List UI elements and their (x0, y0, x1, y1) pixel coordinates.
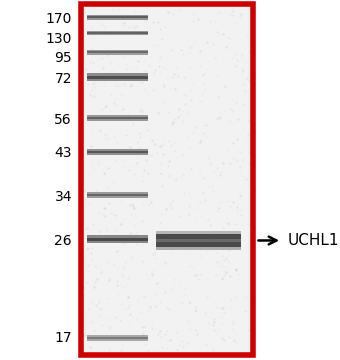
Text: 95: 95 (54, 51, 72, 64)
Bar (87, 115, 148, 121)
Bar (87, 235, 148, 243)
Text: 56: 56 (54, 113, 72, 126)
Bar (87, 15, 148, 16)
Bar (87, 192, 148, 194)
Text: 34: 34 (54, 190, 72, 204)
Bar (87, 149, 148, 150)
Text: 26: 26 (54, 234, 72, 248)
Bar (87, 73, 148, 76)
Text: 72: 72 (54, 72, 72, 86)
Bar (87, 34, 148, 36)
Text: 130: 130 (46, 32, 72, 45)
Text: 170: 170 (46, 13, 72, 26)
Bar (87, 31, 148, 36)
Bar (87, 197, 148, 198)
Bar (87, 153, 148, 155)
Bar (87, 119, 148, 121)
Bar (87, 50, 148, 51)
Bar (87, 79, 148, 81)
Bar (87, 50, 148, 55)
Bar (87, 241, 148, 243)
Bar (87, 192, 148, 198)
Bar (81, 4, 253, 355)
Bar (87, 115, 148, 117)
Bar (87, 15, 148, 20)
Bar (156, 231, 241, 250)
Bar (87, 149, 148, 155)
Bar (87, 31, 148, 32)
Bar (87, 235, 148, 238)
Bar (87, 339, 148, 341)
Bar (87, 73, 148, 81)
Bar (87, 18, 148, 20)
Bar (87, 335, 148, 341)
Text: 17: 17 (54, 332, 72, 345)
Bar (87, 335, 148, 337)
Bar (156, 239, 241, 242)
Text: UCHL1: UCHL1 (288, 233, 339, 248)
Bar (156, 231, 241, 234)
Bar (87, 53, 148, 55)
Bar (81, 4, 253, 355)
Bar (156, 247, 241, 250)
Text: 43: 43 (54, 146, 72, 160)
